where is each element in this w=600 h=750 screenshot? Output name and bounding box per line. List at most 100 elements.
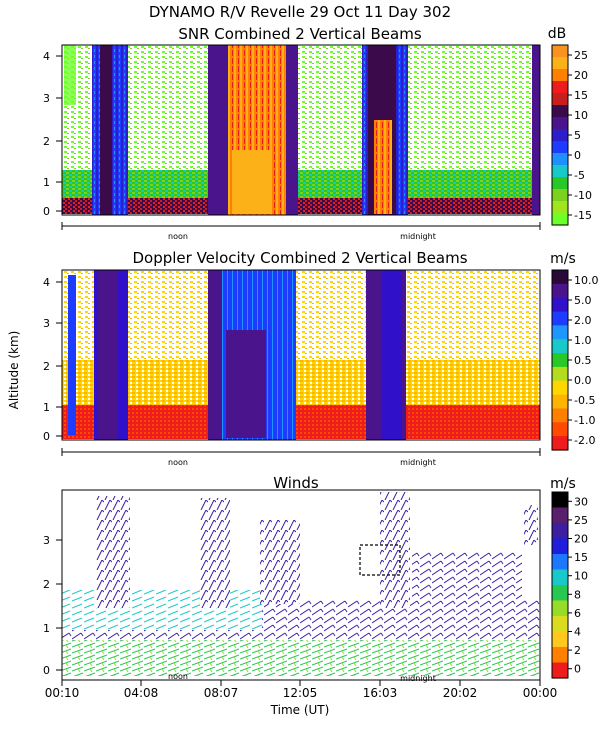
- winds-colorbar-swatches: [551, 491, 569, 679]
- winds-colorbar-swatch-0: [552, 492, 568, 509]
- winds-colorbar-swatch-2: [552, 523, 568, 540]
- winds-colorbar-tick-8: 2: [574, 644, 581, 657]
- snr-colorbar-tick-4: 5: [574, 129, 581, 142]
- snr-colorbar-swatch-11: [552, 177, 568, 190]
- doppler-colorbar-tick-2: 2.0: [574, 314, 592, 327]
- snr-colorbar-swatch-7: [552, 129, 568, 142]
- winds-ytick-3: 3: [43, 534, 50, 547]
- snr-colorbar-swatch-2: [552, 69, 568, 82]
- winds-colorbar-swatch-10: [552, 647, 568, 664]
- doppler-colorbar-swatch-9: [552, 394, 568, 410]
- snr-colorbar-tick-6: -5: [574, 169, 585, 182]
- snr-colorbar-tick-8: -15: [574, 209, 592, 222]
- snr-ytick-4: 4: [43, 50, 50, 63]
- doppler-colorbar-swatch-3: [552, 311, 568, 326]
- doppler-colorbar-swatch-11: [552, 422, 568, 437]
- doppler-colorbar-swatch-12: [552, 436, 568, 451]
- snr-colorbar-swatch-1: [552, 57, 568, 70]
- snr-colorbar-swatch-8: [552, 141, 568, 154]
- altitude-axis-label: Altitude (km): [7, 331, 21, 410]
- winds-colorbar-frame: [551, 491, 569, 679]
- doppler-ytick-0: 0: [43, 430, 50, 443]
- doppler-field: [62, 270, 540, 440]
- winds-colorbar-tick-9: 0: [574, 663, 581, 676]
- snr-colorbar-swatch-9: [552, 153, 568, 166]
- doppler-colorbar-tick-4: 0.5: [574, 354, 592, 367]
- doppler-colorbar-swatch-5: [552, 339, 568, 354]
- snr-colorbar-swatch-0: [552, 45, 568, 58]
- doppler-noon-label: noon: [168, 458, 188, 467]
- xtick-0000: 00:00: [523, 686, 558, 700]
- snr-noon-label: noon: [168, 232, 188, 241]
- xtick-1603: 16:03: [363, 686, 398, 700]
- snr-colorbar-swatch-4: [552, 93, 568, 106]
- winds-title: Winds: [273, 474, 319, 492]
- winds-ytick-1: 1: [43, 622, 50, 635]
- winds-colorbar-swatch-9: [552, 631, 568, 648]
- snr-colorbar-tick-3: 10: [574, 109, 588, 122]
- winds-colorbar-swatch-8: [552, 616, 568, 633]
- winds-noon-label: noon: [168, 672, 188, 681]
- winds-colorbar-tick-5: 8: [574, 588, 581, 601]
- winds-colorbar-tick-4: 10: [574, 570, 588, 583]
- snr-ytick-3: 3: [43, 92, 50, 105]
- xtick-0010: 00:10: [45, 686, 80, 700]
- xtick-0807: 08:07: [204, 686, 239, 700]
- winds-colorbar-swatch-1: [552, 507, 568, 524]
- doppler-colorbar-ticks: 10.0 5.0 2.0 1.0 0.5 0.0 -0.5 -1.0 -2.0: [568, 274, 599, 447]
- doppler-colorbar-tick-0: 10.0: [574, 274, 599, 287]
- winds-colorbar-swatch-7: [552, 600, 568, 617]
- doppler-colorbar-tick-3: 1.0: [574, 334, 592, 347]
- doppler-time-axis: noon midnight: [61, 448, 541, 467]
- winds-midnight-label: midnight: [400, 674, 436, 683]
- xtick-1205: 12:05: [283, 686, 318, 700]
- winds-colorbar-unit: m/s: [550, 476, 576, 492]
- snr-colorbar-swatch-14: [552, 213, 568, 226]
- doppler-colorbar-unit: m/s: [550, 251, 576, 267]
- doppler-colorbar-swatch-1: [552, 283, 568, 299]
- snr-ytick-0: 0: [43, 205, 50, 218]
- doppler-ytick-1: 1: [43, 401, 50, 414]
- winds-field: [62, 490, 540, 680]
- snr-colorbar-swatch-5: [552, 105, 568, 118]
- winds-colorbar-swatch-5: [552, 569, 568, 586]
- doppler-colorbar: m/s 10.0 5.0 2.0 1.0 0.5 0.0 -0.5 -1.0 -2.0: [550, 251, 599, 451]
- snr-time-axis: noon midnight: [61, 222, 541, 241]
- doppler-y-axis: 0 1 2 3 4 Altitude (km): [7, 276, 62, 443]
- snr-colorbar: dB 25 20 15 10 5 0 -5 -10 -15: [548, 26, 592, 226]
- doppler-panel: Doppler Velocity Combined 2 Vertical Bea…: [7, 249, 599, 467]
- winds-colorbar-tick-3: 15: [574, 551, 588, 564]
- snr-colorbar-tick-7: -10: [574, 189, 592, 202]
- winds-x-axis: noon midnight 00:10 04:08 08:07 12:05 16…: [45, 672, 558, 717]
- snr-y-axis: 0 1 2 3 4: [43, 50, 62, 218]
- doppler-ytick-3: 3: [43, 317, 50, 330]
- time-axis-label: Time (UT): [270, 703, 330, 717]
- snr-colorbar-swatch-13: [552, 201, 568, 214]
- xtick-0408: 04:08: [124, 686, 159, 700]
- snr-title: SNR Combined 2 Vertical Beams: [178, 25, 421, 43]
- snr-ytick-2: 2: [43, 135, 50, 148]
- doppler-colorbar-tick-1: 5.0: [574, 294, 592, 307]
- doppler-colorbar-swatches: [551, 269, 569, 451]
- snr-colorbar-tick-2: 15: [574, 89, 588, 102]
- xtick-2002: 20:02: [443, 686, 478, 700]
- doppler-colorbar-tick-8: -2.0: [574, 434, 595, 447]
- snr-ytick-1: 1: [43, 176, 50, 189]
- doppler-colorbar-swatch-6: [552, 353, 568, 368]
- winds-colorbar-swatch-3: [552, 538, 568, 555]
- doppler-midnight-label: midnight: [400, 458, 436, 467]
- doppler-ytick-2: 2: [43, 360, 50, 373]
- winds-colorbar-tick-2: 20: [574, 533, 588, 546]
- snr-colorbar-tick-1: 20: [574, 69, 588, 82]
- winds-colorbar-tick-1: 25: [574, 514, 588, 527]
- winds-colorbar-tick-7: 4: [574, 626, 581, 639]
- winds-y-axis: 0 1 2 3: [43, 534, 62, 677]
- snr-colorbar-tick-0: 25: [574, 49, 588, 62]
- doppler-colorbar-swatch-2: [552, 297, 568, 313]
- doppler-title: Doppler Velocity Combined 2 Vertical Bea…: [132, 249, 467, 267]
- doppler-colorbar-swatch-0: [552, 270, 568, 285]
- snr-field: [62, 45, 540, 215]
- doppler-colorbar-tick-5: 0.0: [574, 374, 592, 387]
